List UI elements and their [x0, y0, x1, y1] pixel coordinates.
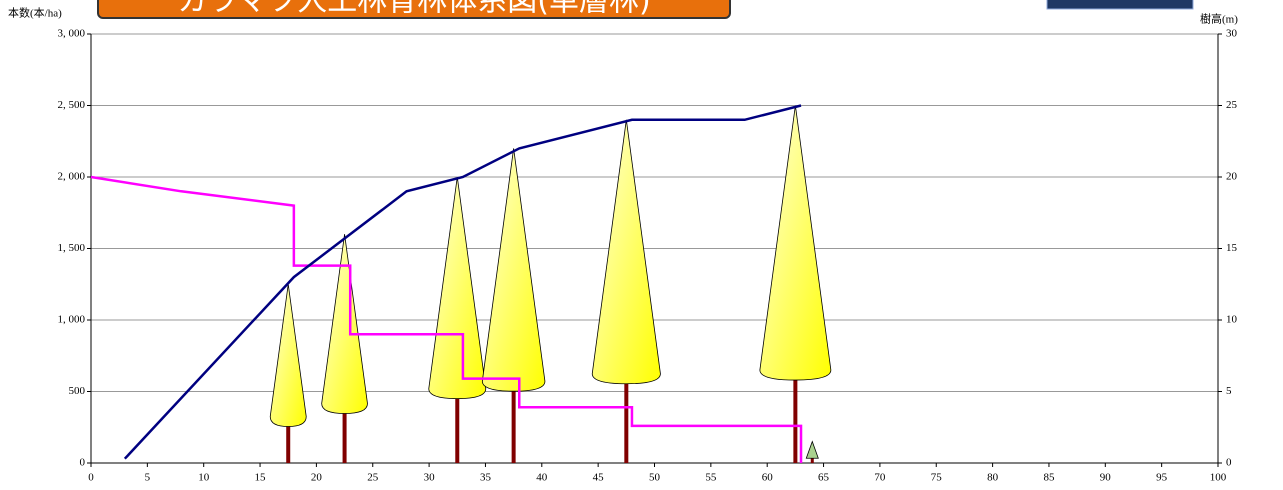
y2-tick-label: 10 [1226, 314, 1238, 326]
y-tick-label: 3, 000 [58, 28, 86, 40]
y-tick-label: 2, 500 [58, 99, 86, 111]
x-tick-label: 45 [593, 472, 605, 484]
tree [481, 148, 546, 392]
y-tick-label: 1, 500 [58, 242, 86, 254]
y-tick-label: 2, 000 [58, 171, 86, 183]
x-tick-label: 95 [1156, 472, 1168, 484]
tree [269, 284, 307, 427]
x-tick-label: 75 [931, 472, 943, 484]
tree [428, 176, 487, 400]
x-tick-label: 5 [145, 472, 151, 484]
y-tick-label: 500 [69, 385, 86, 397]
y2-axis-label: 樹高(m) [1200, 12, 1238, 26]
x-tick-label: 65 [818, 472, 830, 484]
line-series [90, 175, 803, 463]
tree-trunk [342, 403, 347, 463]
chart-title: カラマツ人工林育林体系図(単層林) [177, 0, 650, 19]
tree [759, 105, 832, 381]
x-tick-label: 15 [255, 472, 267, 484]
tree-trunk [624, 373, 629, 463]
y-axis-label: 本数(本/ha) [8, 6, 62, 20]
y2-tick-label: 30 [1226, 28, 1238, 40]
x-tick-label: 100 [1210, 472, 1227, 484]
x-tick-label: 70 [874, 472, 886, 484]
y2-tick-label: 5 [1226, 385, 1232, 397]
y-tick-label: 0 [80, 457, 86, 469]
x-tick-label: 50 [649, 472, 661, 484]
x-tick-label: 90 [1100, 472, 1112, 484]
tree-trunk [810, 458, 814, 463]
y2-tick-label: 20 [1226, 171, 1238, 183]
x-tick-label: 80 [987, 472, 999, 484]
tree-trunk [511, 381, 516, 463]
x-tick-label: 20 [311, 472, 323, 484]
tree [591, 119, 661, 385]
y2-tick-label: 15 [1226, 242, 1238, 254]
x-tick-label: 0 [88, 472, 94, 484]
x-tick-label: 35 [480, 472, 492, 484]
x-tick-label: 10 [198, 472, 210, 484]
tree-trunk [793, 370, 798, 463]
x-tick-label: 25 [367, 472, 379, 484]
tree [321, 234, 368, 414]
line-series [123, 104, 802, 460]
title-box [97, 0, 731, 19]
tree-trunk [286, 416, 291, 463]
y2-tick-label: 25 [1226, 99, 1238, 111]
y2-tick-label: 0 [1226, 457, 1232, 469]
tree [805, 440, 819, 459]
y-tick-label: 1, 000 [58, 314, 86, 326]
menu-button[interactable] [1046, 0, 1194, 10]
tree-trunk [455, 388, 460, 463]
x-tick-label: 30 [424, 472, 436, 484]
x-tick-label: 60 [762, 472, 774, 484]
x-tick-label: 55 [705, 472, 717, 484]
x-tick-label: 40 [536, 472, 548, 484]
x-tick-label: 85 [1043, 472, 1055, 484]
